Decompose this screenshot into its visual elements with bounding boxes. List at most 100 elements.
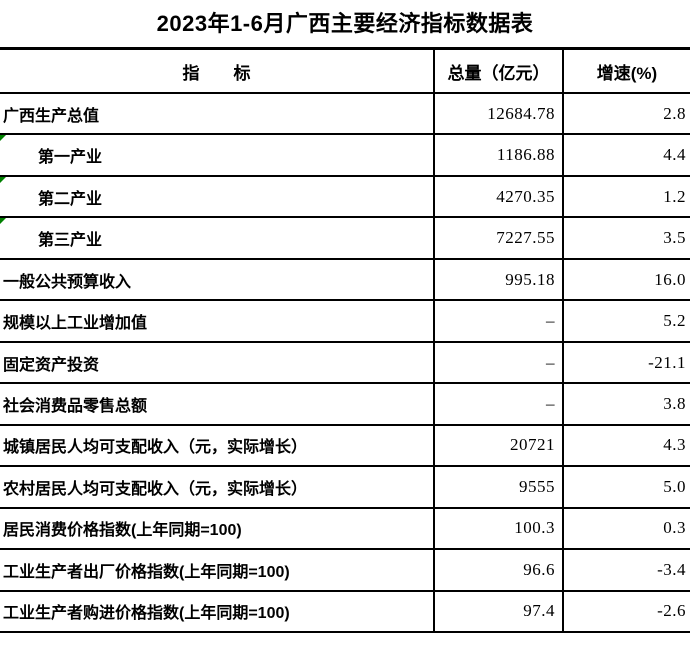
growth-cell: 1.2 xyxy=(562,176,690,217)
total-cell: 995.18 xyxy=(433,259,562,300)
green-corner-marker-icon xyxy=(0,135,6,142)
total-value: 96.6 xyxy=(523,559,555,579)
green-corner-marker-icon xyxy=(0,176,6,183)
growth-value: 16.0 xyxy=(654,269,686,289)
growth-value: 2.8 xyxy=(663,103,686,123)
total-cell: 20721 xyxy=(433,425,562,466)
growth-cell: 5.2 xyxy=(562,301,690,341)
growth-cell: 2.8 xyxy=(562,94,690,134)
table-row: 规模以上工业增加值 – 5.2 xyxy=(0,301,690,343)
indicator-label: 农村居民人均可支配收入（元，实际增长） xyxy=(3,480,308,498)
indicator-label: 第二产业 xyxy=(38,190,103,208)
indicator-label: 城镇居民人均可支配收入（元，实际增长） xyxy=(3,439,308,457)
growth-cell: 16.0 xyxy=(562,259,690,300)
indicator-label: 广西生产总值 xyxy=(3,107,100,125)
green-corner-marker-icon xyxy=(0,218,6,225)
column-header-growth: 增速(%) xyxy=(562,50,690,92)
indicator-cell: 固定资产投资 xyxy=(0,343,433,382)
table-row: 广西生产总值 12684.78 2.8 xyxy=(0,94,690,136)
total-cell: 4270.35 xyxy=(433,176,562,217)
table-row: 居民消费价格指数(上年同期=100) 100.3 0.3 xyxy=(0,508,690,551)
indicators-table: 指 标 总量（亿元） 增速(%) 广西生产总值 12684.78 2.8 第一产… xyxy=(0,47,690,634)
indicator-label: 社会消费品零售总额 xyxy=(3,398,148,416)
growth-value: 4.3 xyxy=(663,435,686,455)
table-row: 工业生产者购进价格指数(上年同期=100) 97.4 -2.6 xyxy=(0,591,690,634)
total-value: 995.18 xyxy=(505,269,555,289)
column-header-total: 总量（亿元） xyxy=(433,50,562,92)
indicator-label: 工业生产者购进价格指数(上年同期=100) xyxy=(3,605,290,623)
total-value: – xyxy=(546,352,555,372)
indicator-cell: 广西生产总值 xyxy=(0,94,433,133)
growth-cell: 4.4 xyxy=(562,135,690,175)
total-cell: – xyxy=(433,301,562,341)
total-cell: – xyxy=(433,342,562,383)
indicator-cell: 城镇居民人均可支配收入（元，实际增长） xyxy=(0,426,433,465)
total-value: – xyxy=(546,394,555,414)
indicator-label: 一般公共预算收入 xyxy=(3,273,132,291)
total-value: 7227.55 xyxy=(496,228,555,248)
table-row: 第一产业 1186.88 4.4 xyxy=(0,135,690,177)
total-value: – xyxy=(546,311,555,331)
column-header-indicator-label: 指 标 xyxy=(182,63,251,83)
indicator-cell: 一般公共预算收入 xyxy=(0,260,433,299)
indicator-label: 第一产业 xyxy=(38,149,103,167)
indicator-label: 居民消费价格指数(上年同期=100) xyxy=(3,522,242,540)
growth-value: -3.4 xyxy=(657,559,686,579)
total-cell: – xyxy=(433,384,562,424)
total-value: 100.3 xyxy=(514,518,555,538)
page-title: 2023年1-6月广西主要经济指标数据表 xyxy=(156,11,534,36)
growth-cell: 4.3 xyxy=(562,425,690,466)
indicator-label: 第三产业 xyxy=(38,232,103,250)
table-row: 农村居民人均可支配收入（元，实际增长） 9555 5.0 xyxy=(0,467,690,509)
total-cell: 9555 xyxy=(433,467,562,507)
total-cell: 12684.78 xyxy=(433,94,562,134)
total-cell: 1186.88 xyxy=(433,135,562,175)
growth-cell: -21.1 xyxy=(562,342,690,383)
growth-cell: 0.3 xyxy=(562,508,690,549)
growth-cell: 3.5 xyxy=(562,218,690,258)
growth-value: -2.6 xyxy=(657,601,686,621)
growth-value: 5.0 xyxy=(663,476,686,496)
indicator-cell: 工业生产者出厂价格指数(上年同期=100) xyxy=(0,550,433,589)
growth-value: 5.2 xyxy=(663,311,686,331)
table-row: 一般公共预算收入 995.18 16.0 xyxy=(0,259,690,302)
column-header-indicator: 指 标 xyxy=(0,50,433,92)
total-cell: 100.3 xyxy=(433,508,562,549)
indicator-cell: 第三产业 xyxy=(0,218,433,257)
indicator-cell: 规模以上工业增加值 xyxy=(0,301,433,340)
column-header-growth-label: 增速(%) xyxy=(596,63,658,83)
indicator-cell: 社会消费品零售总额 xyxy=(0,384,433,423)
indicator-cell: 第一产业 xyxy=(0,135,433,174)
indicator-label: 规模以上工业增加值 xyxy=(3,315,148,333)
table-row: 社会消费品零售总额 – 3.8 xyxy=(0,384,690,426)
table-row: 第二产业 4270.35 1.2 xyxy=(0,176,690,219)
column-header-total-label: 总量（亿元） xyxy=(447,63,550,83)
total-value: 9555 xyxy=(519,476,555,496)
table-header-row: 指 标 总量（亿元） 增速(%) xyxy=(0,50,690,94)
indicator-label: 固定资产投资 xyxy=(3,356,100,374)
indicator-cell: 工业生产者购进价格指数(上年同期=100) xyxy=(0,592,433,631)
growth-value: 1.2 xyxy=(663,186,686,206)
growth-value: -21.1 xyxy=(648,352,686,372)
growth-value: 3.8 xyxy=(663,394,686,414)
growth-cell: 5.0 xyxy=(562,467,690,507)
total-cell: 96.6 xyxy=(433,550,562,590)
total-cell: 97.4 xyxy=(433,591,562,632)
indicator-label: 工业生产者出厂价格指数(上年同期=100) xyxy=(3,563,290,581)
indicator-cell: 农村居民人均可支配收入（元，实际增长） xyxy=(0,467,433,506)
growth-cell: -2.6 xyxy=(562,591,690,632)
total-cell: 7227.55 xyxy=(433,218,562,258)
growth-cell: 3.8 xyxy=(562,384,690,424)
table-row: 第三产业 7227.55 3.5 xyxy=(0,218,690,260)
indicator-cell: 居民消费价格指数(上年同期=100) xyxy=(0,509,433,548)
growth-value: 0.3 xyxy=(663,518,686,538)
total-value: 1186.88 xyxy=(496,145,555,165)
growth-value: 4.4 xyxy=(663,145,686,165)
table-row: 固定资产投资 – -21.1 xyxy=(0,342,690,385)
table-row: 工业生产者出厂价格指数(上年同期=100) 96.6 -3.4 xyxy=(0,550,690,592)
total-value: 20721 xyxy=(510,435,555,455)
total-value: 97.4 xyxy=(523,601,555,621)
growth-value: 3.5 xyxy=(663,228,686,248)
growth-cell: -3.4 xyxy=(562,550,690,590)
